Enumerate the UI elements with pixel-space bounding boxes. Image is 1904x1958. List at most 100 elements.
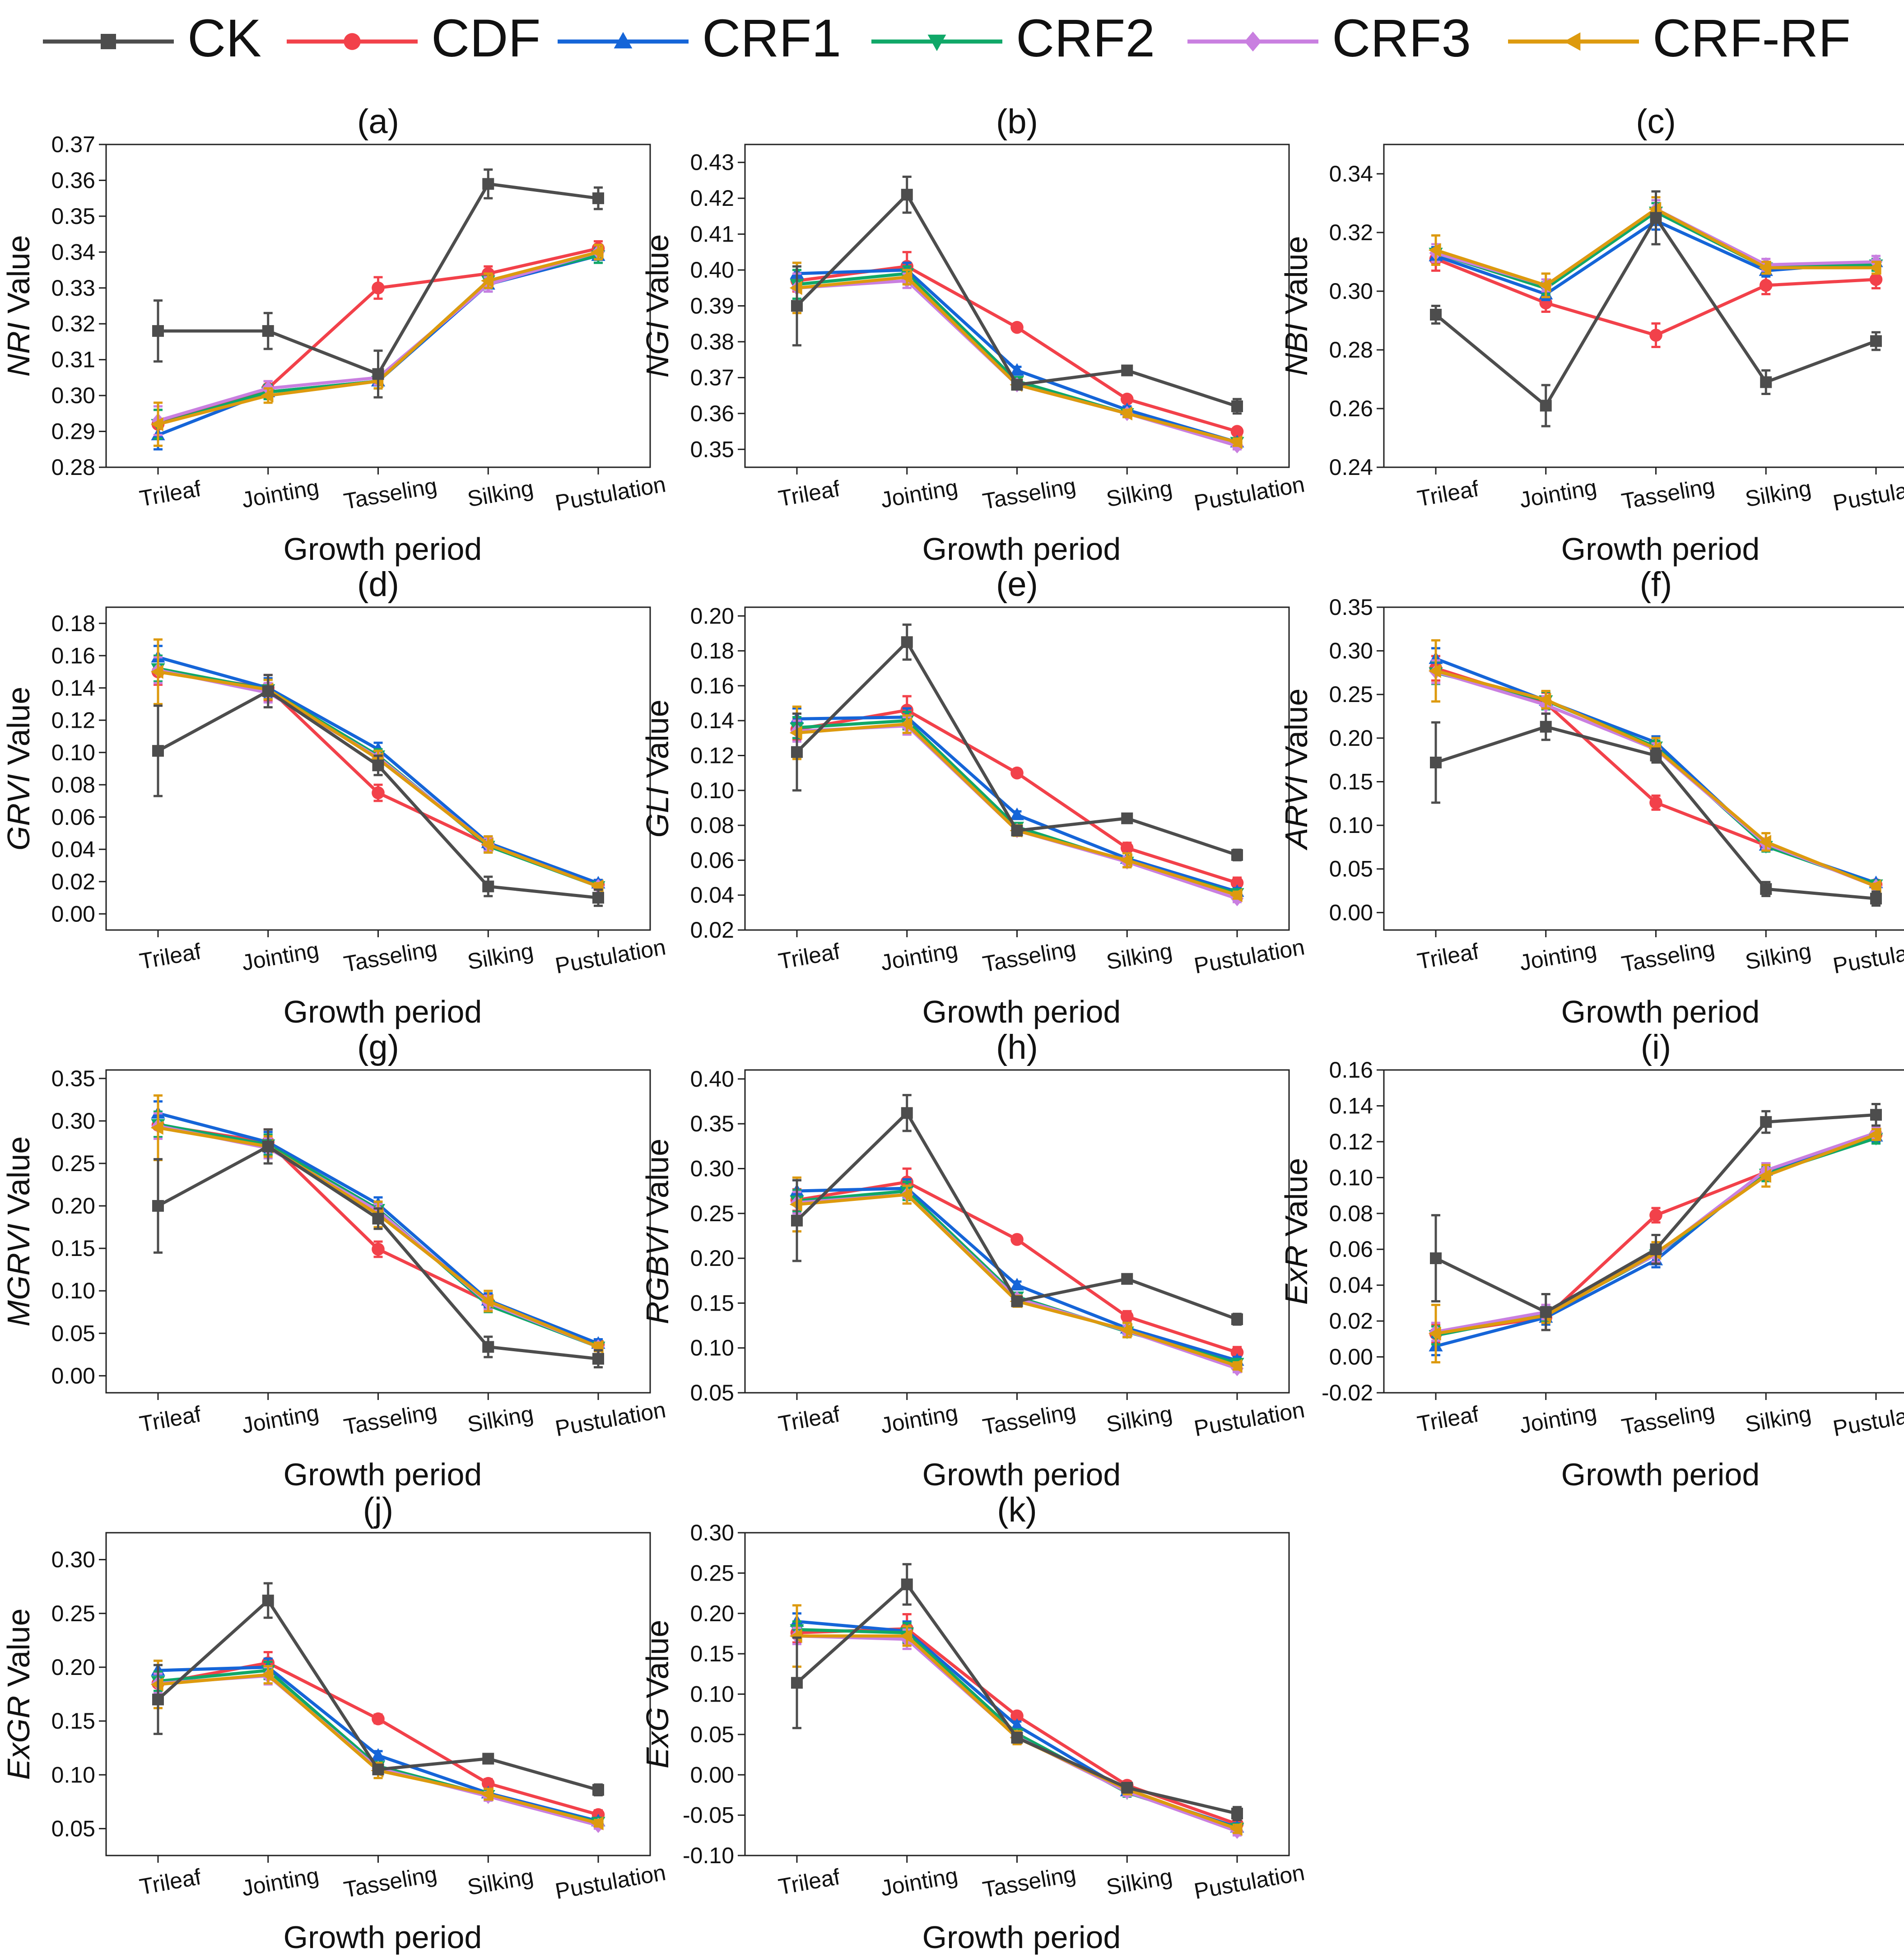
- series-line: [796, 1186, 1238, 1362]
- y-tick-label: 0.04: [690, 883, 734, 908]
- x-tick-label: Pustulation: [1831, 1397, 1904, 1441]
- data-point: [1650, 749, 1662, 762]
- series-ck: [152, 1582, 604, 1797]
- y-tick-label: 0.41: [690, 222, 734, 247]
- x-tick-label: Silking: [1104, 938, 1174, 975]
- x-axis-label: Growth period: [284, 531, 482, 567]
- x-tick-label: Jointing: [879, 1863, 959, 1901]
- x-tick-label: Trileaf: [777, 939, 842, 974]
- chart-panels: (a) 0.28 0.29 0.30 0.31 0.32 0.33 0.34 0.35 0.36 0…: [1, 102, 1904, 1955]
- x-tick-label: Jointing: [240, 1400, 321, 1438]
- data-point: [791, 1214, 803, 1227]
- data-point: [1121, 812, 1133, 824]
- data-point: [1649, 1209, 1662, 1222]
- data-point: [1428, 664, 1441, 678]
- y-axis-label: NGI Value: [640, 234, 675, 378]
- series-line: [796, 1582, 1238, 1815]
- y-tick-label: 0.06: [1329, 1237, 1373, 1262]
- x-tick-label: Trileaf: [777, 1864, 842, 1900]
- series-line: [158, 667, 599, 888]
- y-tick-label: -0.05: [683, 1803, 734, 1828]
- series-line: [158, 670, 599, 887]
- x-tick-label: Tasseling: [981, 1861, 1078, 1902]
- series-cdf: [151, 1111, 605, 1351]
- data-point: [481, 837, 493, 852]
- y-tick-label: 0.28: [1329, 337, 1373, 363]
- x-tick-label: Jointing: [1518, 1400, 1598, 1438]
- y-tick-label: 0.12: [690, 743, 734, 768]
- x-tick-label: Tasseling: [342, 936, 439, 977]
- legend: CK CDF CRF1 CRF2 CRF3 CRF-RF: [43, 9, 1851, 68]
- data-point: [262, 325, 274, 337]
- y-axis-label: NRI Value: [1, 235, 36, 377]
- x-tick-label: Jointing: [1518, 474, 1598, 513]
- x-tick-label: Jointing: [240, 937, 321, 976]
- series-line: [158, 1123, 599, 1346]
- data-point: [791, 746, 803, 758]
- x-tick-label: Pustulation: [1831, 934, 1904, 978]
- series-line: [158, 1665, 599, 1823]
- series-crf3: [1429, 659, 1883, 894]
- series-line: [796, 715, 1238, 893]
- x-tick-label: Pustulation: [1192, 1860, 1306, 1904]
- y-tick-label: 0.08: [690, 813, 734, 838]
- data-point: [899, 1187, 912, 1202]
- legend-label: CK: [187, 9, 261, 68]
- y-tick-label: 0.20: [690, 1246, 734, 1271]
- data-point: [1229, 435, 1243, 449]
- panel-title: (k): [997, 1491, 1037, 1529]
- panel-j: (j) 0.05 0.10 0.15 0.20 0.25 0.30 Trileaf Jointi…: [1, 1491, 668, 1955]
- legend-label: CRF2: [1016, 9, 1155, 68]
- x-axis-label: Growth period: [284, 1920, 482, 1955]
- y-axis-label: ARVI Value: [1279, 688, 1314, 851]
- data-point: [1010, 807, 1024, 820]
- y-tick-label: 0.29: [51, 419, 95, 444]
- y-tick-label: 0.30: [51, 1547, 95, 1572]
- x-tick-label: Tasseling: [981, 1399, 1078, 1440]
- legend-marker: [1244, 31, 1262, 52]
- series-line: [158, 670, 599, 888]
- series-line: [796, 272, 1238, 444]
- data-point: [1870, 893, 1882, 905]
- series-ck: [791, 1563, 1243, 1821]
- data-point: [372, 759, 384, 772]
- data-point: [1649, 329, 1662, 342]
- y-tick-label: 0.10: [51, 1278, 95, 1303]
- series-ck: [791, 623, 1243, 861]
- legend-item-ck: CK: [43, 9, 261, 68]
- series-crf2: [1429, 660, 1883, 892]
- legend-marker: [101, 34, 116, 49]
- panel-title: (b): [996, 102, 1038, 141]
- data-point: [1230, 1346, 1244, 1359]
- data-point: [789, 1629, 802, 1643]
- legend-item-crf-rf: CRF-RF: [1508, 9, 1851, 68]
- panel-h: (h) 0.05 0.10 0.15 0.20 0.25 0.30 0.35 0.40 Trile…: [640, 1028, 1307, 1492]
- series-crf-rf: [150, 243, 604, 447]
- series-line: [158, 1126, 599, 1349]
- x-axis-label: Growth period: [1561, 531, 1760, 567]
- data-point: [1120, 1310, 1134, 1323]
- data-point: [1231, 849, 1243, 861]
- y-tick-label: 0.10: [1329, 1165, 1373, 1190]
- data-point: [262, 1595, 274, 1607]
- y-tick-label: 0.35: [51, 204, 95, 229]
- series-cdf: [790, 251, 1244, 438]
- x-tick-label: Pustulation: [1192, 471, 1306, 516]
- data-point: [1231, 1808, 1243, 1820]
- legend-label: CRF1: [702, 9, 841, 68]
- series-line: [796, 1189, 1238, 1365]
- panel-title: (a): [357, 102, 399, 141]
- data-point: [1010, 363, 1024, 376]
- data-point: [1760, 883, 1772, 895]
- x-tick-label: Pustulation: [1831, 471, 1904, 516]
- series-ck: [791, 176, 1243, 415]
- series-crf-rf: [789, 261, 1243, 449]
- y-tick-label: 0.15: [690, 1641, 734, 1666]
- plot-frame: [105, 1069, 651, 1394]
- series-line: [1435, 669, 1877, 888]
- x-tick-label: Trileaf: [138, 476, 203, 512]
- legend-item-crf2: CRF2: [871, 9, 1155, 68]
- y-tick-label: 0.02: [1329, 1308, 1373, 1334]
- x-tick-label: Silking: [1104, 1864, 1174, 1900]
- y-tick-label: 0.33: [51, 275, 95, 301]
